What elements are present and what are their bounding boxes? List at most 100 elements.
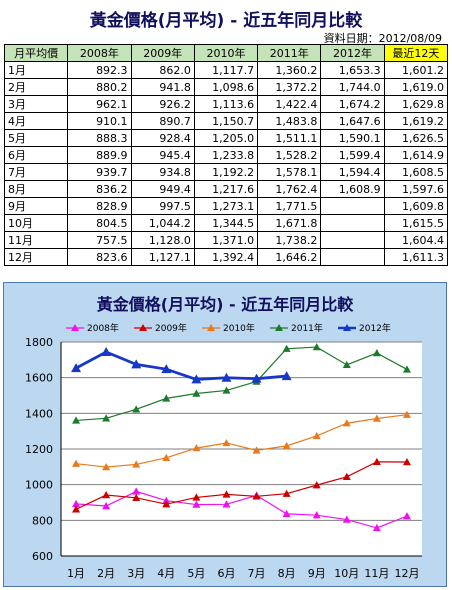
table-row: 1月 892.3 862.0 1,117.7 1,360.2 1,653.3 1,601.2: [3, 61, 449, 79]
data-point: [132, 493, 141, 502]
data-point: [312, 343, 321, 351]
legend-label: 2008年: [87, 322, 119, 334]
price-cell: [320, 214, 385, 232]
price-cell: [320, 248, 385, 266]
data-point: [162, 500, 171, 508]
price-cell: 926.2: [130, 95, 195, 113]
series-line-2008年: [75, 490, 408, 529]
price-cell: 1,594.4: [320, 163, 385, 181]
month-cell: 3月: [3, 95, 69, 113]
y-tick-label: 800: [32, 514, 53, 527]
legend-marker: [275, 324, 283, 331]
table-row: 5月 888.3 928.4 1,205.0 1,511.1 1,590.1 1,626.5: [3, 129, 449, 147]
x-tick-label: 7月: [248, 567, 266, 580]
price-cell: 1,608.9: [320, 180, 385, 198]
data-point: [342, 360, 351, 369]
price-cell: 828.9: [67, 197, 132, 215]
header-cell-recent: 最近12天: [383, 44, 449, 62]
x-tick-label: 10月: [334, 567, 359, 580]
price-cell: 934.8: [130, 163, 195, 181]
data-point: [162, 453, 171, 461]
data-point: [282, 344, 291, 352]
y-tick-label: 1800: [25, 336, 53, 349]
data-point: [71, 363, 82, 373]
price-cell: 1,098.6: [193, 78, 259, 96]
price-cell: 1,619.0: [383, 78, 449, 96]
data-point: [372, 457, 381, 466]
price-cell: 1,674.2: [320, 95, 385, 113]
price-cell: 1,614.9: [383, 146, 449, 164]
data-point: [192, 500, 201, 508]
series-line-2012年: [75, 350, 287, 381]
price-cell: 889.9: [67, 146, 132, 164]
price-cell: 1,128.0: [130, 231, 195, 249]
price-cell: 1,371.0: [193, 231, 259, 249]
data-point: [282, 441, 291, 450]
price-cell: 1,608.5: [383, 163, 449, 181]
price-table: 月平均價 2008年 2009年 2010年 2011年 2012年 最近12天…: [3, 44, 449, 266]
y-tick-label: 1000: [25, 479, 53, 492]
table-header-row: 月平均價 2008年 2009年 2010年 2011年 2012年 最近12天: [3, 44, 449, 62]
legend-marker: [71, 324, 79, 331]
month-cell: 10月: [3, 214, 69, 232]
series-line-2010年: [75, 414, 408, 468]
data-point: [72, 459, 81, 467]
data-point: [192, 493, 201, 501]
series-line-2009年: [75, 461, 407, 510]
data-point: [402, 410, 411, 418]
data-point: [102, 463, 111, 471]
price-cell: 1,217.6: [193, 180, 259, 198]
x-tick-label: 5月: [187, 567, 205, 580]
price-cell: 910.1: [67, 112, 132, 130]
data-point: [281, 371, 292, 381]
data-point: [132, 405, 141, 413]
data-point: [192, 444, 201, 452]
price-cell: 1,273.1: [193, 197, 259, 215]
price-cell: 880.2: [67, 78, 132, 96]
price-cell: 1,344.5: [193, 214, 259, 232]
header-cell: 2011年: [257, 44, 322, 62]
legend-label: 2011年: [291, 322, 323, 334]
data-point: [222, 490, 231, 498]
data-point: [402, 365, 411, 373]
chart-panel: 黃金價格(月平均) - 近五年同月比較 600 800 1000 1200 1400 160…: [3, 282, 447, 587]
data-point: [191, 374, 202, 384]
table-row: 10月 804.5 1,044.2 1,344.5 1,671.8 1,615.5: [3, 214, 449, 232]
data-point: [102, 502, 111, 510]
page-title: 黃金價格(月平均) - 近五年同月比較: [89, 11, 363, 31]
price-cell: 823.6: [67, 248, 132, 266]
price-cell: 1,528.2: [257, 146, 322, 164]
data-point: [102, 414, 111, 422]
data-point: [342, 472, 351, 480]
month-cell: 12月: [3, 248, 69, 266]
table-row: 2月 880.2 941.8 1,098.6 1,372.2 1,744.0 1,619.0: [3, 78, 449, 96]
table-row: 8月 836.2 949.4 1,217.6 1,762.4 1,608.9 1,597.6: [3, 180, 449, 198]
price-cell: 941.8: [130, 78, 195, 96]
data-point: [312, 511, 321, 519]
price-cell: 1,771.5: [257, 197, 322, 215]
data-point: [131, 359, 142, 369]
legend-marker: [343, 324, 351, 331]
price-cell: 1,611.3: [383, 248, 449, 266]
data-point: [402, 458, 411, 466]
data-point: [402, 512, 411, 520]
data-point: [252, 492, 261, 500]
price-cell: 928.4: [130, 129, 195, 147]
price-cell: 939.7: [67, 163, 132, 181]
data-point: [132, 460, 141, 468]
price-cell: 1,609.8: [383, 197, 449, 215]
month-cell: 1月: [3, 61, 69, 79]
month-cell: 4月: [3, 112, 69, 130]
price-cell: 1,762.4: [257, 180, 322, 198]
header-cell: 2012年: [320, 44, 385, 62]
price-cell: 757.5: [67, 231, 132, 249]
y-tick-label: 1400: [25, 407, 53, 420]
price-cell: 1,615.5: [383, 214, 449, 232]
data-point: [72, 505, 81, 513]
price-cell: 1,511.1: [257, 129, 322, 147]
data-point: [251, 373, 262, 383]
price-cell: 997.5: [130, 197, 195, 215]
data-point: [372, 523, 381, 532]
legend-label: 2009年: [155, 322, 187, 334]
month-cell: 6月: [3, 146, 69, 164]
